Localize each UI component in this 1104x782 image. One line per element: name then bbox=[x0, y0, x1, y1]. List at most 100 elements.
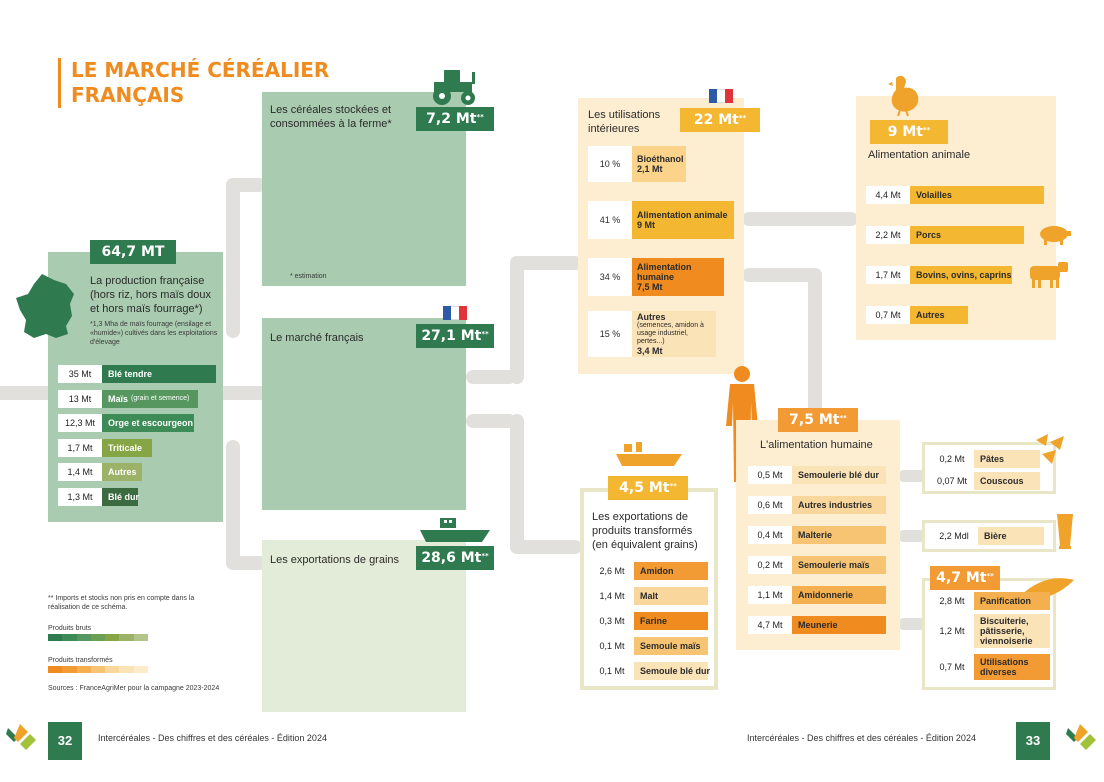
french-market-badge-sup: ** bbox=[481, 330, 489, 338]
french-flag-icon bbox=[443, 306, 467, 320]
data-row: 0,1 Mt Semoule maïs bbox=[590, 637, 708, 655]
row-label: Semoule maïs bbox=[634, 637, 708, 655]
row-label-text: Couscous bbox=[980, 476, 1024, 486]
row-label-text: Semoule blé dur bbox=[640, 666, 711, 676]
row-label-text: Autres industries bbox=[798, 500, 873, 510]
data-row: 0,7 Mt Autres bbox=[866, 306, 968, 324]
row-label: Volailles bbox=[910, 186, 1044, 204]
domestic-use-label: Bioéthanol 2,1 Mt bbox=[632, 146, 686, 182]
pig-icon bbox=[1036, 222, 1072, 251]
logo-left-icon bbox=[6, 722, 36, 757]
domestic-text: Les utilisations intérieures bbox=[588, 109, 661, 135]
domestic-use-pct: 34 % bbox=[588, 258, 632, 296]
row-label: Triticale bbox=[102, 438, 152, 457]
cargo-ship-icon bbox=[418, 516, 492, 549]
processed-exports-badge: 4,5 Mt** bbox=[608, 476, 688, 500]
animal-text: Alimentation animale bbox=[868, 149, 971, 161]
legend-swatch bbox=[48, 634, 63, 641]
row-label: Semoulerie blé dur bbox=[792, 466, 886, 484]
row-value: 0,2 Mt bbox=[930, 450, 974, 468]
domestic-badge: 22 Mt** bbox=[680, 108, 760, 132]
legend-processed-bar bbox=[48, 666, 148, 673]
legend-swatch bbox=[90, 666, 106, 673]
row-label-sub: (grain et semence) bbox=[131, 395, 190, 402]
row-label: Orge et escourgeon bbox=[102, 414, 194, 432]
human-badge-sup: ** bbox=[839, 414, 847, 422]
processed-exports-badge-value: 4,5 Mt bbox=[619, 480, 670, 496]
row-value: 1,4 Mt bbox=[590, 587, 634, 605]
data-row: 1,1 Mt Amidonnerie bbox=[748, 586, 886, 604]
data-row: 1,7 Mt Triticale bbox=[58, 438, 152, 457]
farm-badge-value: 7,2 Mt bbox=[426, 111, 477, 127]
row-label: Porcs bbox=[910, 226, 1024, 244]
row-label-text: Panification bbox=[980, 596, 1032, 606]
row-label: Farine bbox=[634, 612, 708, 630]
legend-swatch bbox=[76, 634, 91, 641]
data-row: 0,6 Mt Autres industries bbox=[748, 496, 886, 514]
row-label: Semoule blé dur bbox=[634, 662, 711, 680]
beer-label: Bière bbox=[978, 527, 1044, 545]
row-label-text: Volailles bbox=[916, 190, 952, 200]
domestic-use-row: 15 % Autres (semences, amidon à usage indu… bbox=[588, 311, 716, 357]
domestic-use-value: 9 Mt bbox=[637, 220, 655, 230]
farm-text: Les céréales stockées et consommées à la… bbox=[270, 104, 392, 130]
data-row: 0,07 Mt Couscous bbox=[930, 472, 1040, 490]
legend-swatch bbox=[105, 666, 120, 673]
domestic-use-label: Alimentation animale 9 Mt bbox=[632, 201, 734, 239]
row-value: 13 Mt bbox=[58, 389, 102, 408]
cow-icon bbox=[1022, 260, 1070, 295]
legend-swatch bbox=[62, 634, 77, 641]
page-title: LE MARCHÉ CÉRÉALIER FRANÇAIS bbox=[58, 58, 329, 108]
row-label-text: Amidon bbox=[640, 566, 674, 576]
legend-swatch bbox=[133, 634, 148, 641]
row-value: 2,8 Mt bbox=[930, 592, 974, 610]
row-label-text: Autres bbox=[916, 310, 945, 320]
row-label-text: Orge et escourgeon bbox=[108, 418, 194, 428]
french-market-badge: 27,1 Mt** bbox=[416, 324, 494, 348]
row-label: Amidonnerie bbox=[792, 586, 886, 604]
domestic-use-row: 10 % Bioéthanol 2,1 Mt bbox=[588, 146, 686, 182]
data-row: 12,3 Mt Orge et escourgeon bbox=[58, 414, 194, 432]
grain-exports-badge-sup: ** bbox=[481, 552, 489, 560]
production-note: *1,3 Mha de maïs fourrage (ensilage et «… bbox=[90, 321, 218, 346]
row-label-text: Amidonnerie bbox=[798, 590, 854, 600]
row-label: Biscuiterie, pâtisserie, viennoiserie bbox=[974, 614, 1050, 648]
animal-badge-sup: ** bbox=[922, 126, 931, 134]
row-label-text: Maïs bbox=[108, 393, 129, 404]
row-value: 35 Mt bbox=[58, 365, 102, 383]
row-value: 0,1 Mt bbox=[590, 637, 634, 655]
row-label: Semoulerie maïs bbox=[792, 556, 886, 574]
data-row: 2,8 Mt Panification bbox=[930, 592, 1050, 610]
row-label: Malterie bbox=[792, 526, 886, 544]
row-label: Utilisations diverses bbox=[974, 654, 1050, 680]
row-value: 0,7 Mt bbox=[930, 654, 974, 680]
domestic-use-value: 7,5 Mt bbox=[637, 282, 663, 292]
data-row: 0,2 Mt Pâtes bbox=[930, 450, 1040, 468]
legend-swatch bbox=[90, 634, 106, 641]
legend-swatch bbox=[119, 666, 134, 673]
chicken-icon bbox=[886, 74, 922, 121]
row-label: Maïs(grain et semence) bbox=[102, 389, 198, 408]
domestic-use-sub: (semences, amidon à usage industriel, pe… bbox=[637, 322, 704, 345]
ship-icon bbox=[614, 440, 684, 473]
processed-exports-badge-sup: ** bbox=[669, 482, 677, 490]
domestic-use-pct: 41 % bbox=[588, 201, 632, 239]
row-label: Autres bbox=[102, 463, 142, 481]
row-label-text: Semoule maïs bbox=[640, 641, 701, 651]
legend-note: ** Imports et stocks non pris en compte … bbox=[48, 595, 195, 611]
row-value: 0,4 Mt bbox=[748, 526, 792, 544]
france-map-icon bbox=[12, 272, 78, 347]
legend-swatch bbox=[119, 634, 134, 641]
row-label: Couscous bbox=[974, 472, 1040, 490]
row-label-text: Semoulerie maïs bbox=[798, 560, 870, 570]
legend-swatch bbox=[62, 666, 77, 673]
row-value: 1,1 Mt bbox=[748, 586, 792, 604]
row-label-text: Pâtes bbox=[980, 454, 1005, 464]
human-badge: 7,5 Mt** bbox=[778, 408, 858, 432]
legend-swatch bbox=[48, 666, 63, 673]
row-value: 2,2 Mt bbox=[866, 226, 910, 244]
left-footer-text: Intercéréales - Des chiffres et des céré… bbox=[98, 733, 327, 743]
domestic-use-row: 34 % Alimentation humaine 7,5 Mt bbox=[588, 258, 724, 296]
row-label: Pâtes bbox=[974, 450, 1040, 468]
row-label-text: Meunerie bbox=[798, 620, 838, 630]
